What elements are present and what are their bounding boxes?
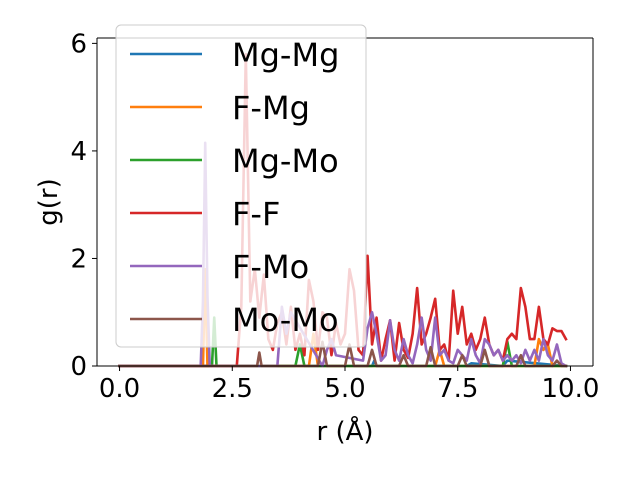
- x-axis-ticks: 0.0 2.5 5.0 7.5 10.0: [99, 366, 600, 404]
- x-tick-label: 10.0: [542, 374, 600, 404]
- y-axis-label: g(r): [34, 178, 64, 225]
- y-tick-label: 0: [70, 352, 87, 382]
- x-tick-label: 7.5: [437, 374, 478, 404]
- x-tick-label: 5.0: [324, 374, 365, 404]
- y-tick-label: 2: [70, 244, 87, 274]
- legend-label-mg-mo: Mg-Mo: [232, 142, 339, 180]
- series-line-f-mo: [118, 141, 568, 368]
- legend-label-f-f: F-F: [232, 195, 280, 233]
- legend-label-f-mo: F-Mo: [232, 248, 309, 286]
- x-tick-label: 0.0: [99, 374, 140, 404]
- y-tick-label: 4: [70, 137, 87, 167]
- x-axis-label: r (Å): [316, 415, 373, 447]
- legend-label-mo-mo: Mo-Mo: [232, 301, 339, 339]
- legend-label-f-mg: F-Mg: [232, 89, 310, 127]
- legend: Mg-Mg F-Mg Mg-Mo F-F F-Mo Mo-Mo: [115, 24, 367, 348]
- y-axis-ticks: 0 2 4 6: [70, 29, 97, 382]
- legend-label-mg-mg: Mg-Mg: [232, 36, 339, 74]
- x-tick-label: 2.5: [212, 374, 253, 404]
- legend-entries: Mg-Mg F-Mg Mg-Mo F-F F-Mo Mo-Mo: [130, 36, 339, 339]
- y-tick-label: 6: [70, 29, 87, 59]
